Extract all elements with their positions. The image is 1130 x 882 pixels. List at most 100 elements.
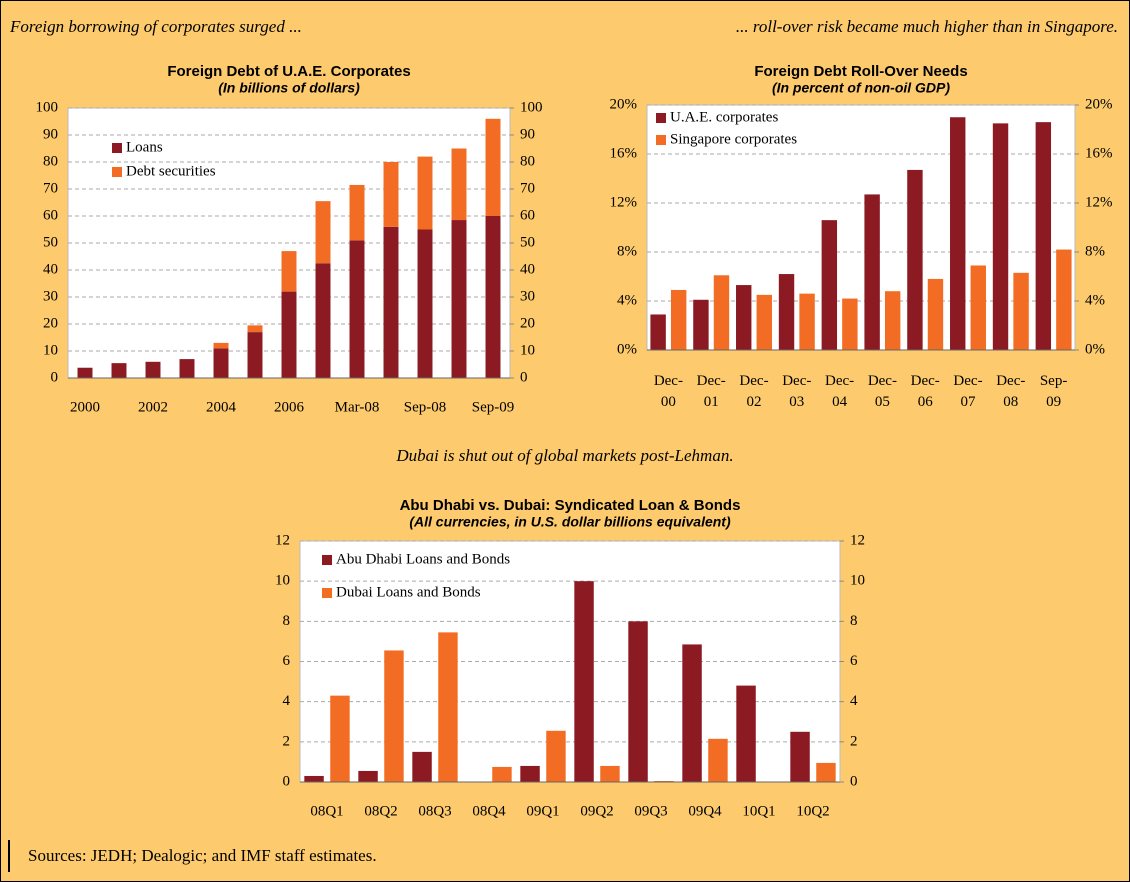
bar-segment <box>417 229 433 378</box>
bar <box>546 730 566 782</box>
chart-title: Foreign Debt of U.A.E. Corporates <box>167 63 410 80</box>
y2-tick-label: 0 <box>850 773 858 789</box>
x-tick-label: Dec-06 <box>911 373 940 410</box>
bar <box>358 770 378 782</box>
bar-segment <box>213 348 229 378</box>
bar-segment <box>315 201 331 264</box>
y-tick-label: 40 <box>43 261 58 277</box>
y2-tick-label: 8% <box>1085 243 1105 259</box>
x-tick-label: 09Q3 <box>634 803 667 819</box>
chart-title: Abu Dhabi vs. Dubai: Syndicated Loan & B… <box>400 497 741 514</box>
y-tick-label: 50 <box>43 234 58 250</box>
bar <box>438 632 458 782</box>
bar-segment <box>281 251 297 292</box>
legend-swatch <box>656 135 666 145</box>
x-tick-label: Dec-01 <box>697 373 726 410</box>
y2-tick-label: 80 <box>520 153 535 169</box>
bar <box>1056 249 1072 350</box>
x-tick-label: Sep-08 <box>404 399 447 415</box>
chart-subtitle: (In billions of dollars) <box>218 80 360 96</box>
bar <box>778 274 795 350</box>
y2-tick-label: 6 <box>850 653 858 669</box>
bar <box>713 275 730 350</box>
y-tick-label: 6 <box>283 653 291 669</box>
bar <box>654 780 674 782</box>
y2-tick-label: 4% <box>1085 292 1105 308</box>
y-tick-label: 0% <box>617 341 637 357</box>
bar <box>736 285 752 350</box>
x-tick-label: Dec-04 <box>825 373 854 410</box>
heading: Dubai is shut out of global markets post… <box>395 446 733 465</box>
x-tick-label: 09Q1 <box>526 803 559 819</box>
x-tick-label: 09Q2 <box>580 803 613 819</box>
legend-swatch <box>322 588 332 598</box>
legend-label: Debt securities <box>126 163 216 179</box>
bar <box>412 751 432 782</box>
bar <box>842 298 858 350</box>
bar-segment <box>349 184 365 241</box>
x-tick-label: Dec-00 <box>654 373 683 410</box>
bar <box>330 695 350 782</box>
x-tick-label: Mar-08 <box>335 399 380 415</box>
x-tick-label: Dec-07 <box>953 373 982 410</box>
y2-tick-label: 10 <box>850 573 865 589</box>
y-tick-label: 90 <box>43 126 58 142</box>
legend-swatch <box>112 143 122 153</box>
y2-tick-label: 12 <box>850 532 865 548</box>
source: Sources: JEDH; Dealogic; and IMF staff e… <box>28 846 377 865</box>
y-tick-label: 60 <box>43 207 58 223</box>
y2-tick-label: 20% <box>1085 96 1113 112</box>
bar-segment <box>485 118 501 216</box>
y2-tick-label: 100 <box>520 99 543 115</box>
bar-segment <box>315 263 331 378</box>
legend-label: Singapore corporates <box>670 131 797 147</box>
bar <box>970 265 986 350</box>
y-tick-label: 70 <box>43 180 58 196</box>
y2-tick-label: 90 <box>520 126 535 142</box>
x-tick-label: 2002 <box>138 399 168 415</box>
legend-label: Loans <box>126 139 163 155</box>
x-tick-label: 2004 <box>206 399 237 415</box>
bar <box>884 291 901 350</box>
y-tick-label: 0 <box>51 369 59 385</box>
bar <box>670 289 687 350</box>
x-tick-label: 2000 <box>70 399 100 415</box>
y-tick-label: 80 <box>43 153 58 169</box>
bar-segment <box>349 240 365 378</box>
bar <box>1035 122 1052 351</box>
y2-tick-label: 60 <box>520 207 535 223</box>
bar <box>992 123 1009 350</box>
y-tick-label: 20 <box>43 315 58 331</box>
bar-segment <box>383 162 399 227</box>
bar-segment <box>145 361 161 378</box>
bar-segment <box>383 226 399 378</box>
x-tick-label: 2006 <box>274 399 305 415</box>
bar <box>693 299 709 350</box>
bar-segment <box>213 342 229 349</box>
y-tick-label: 16% <box>610 145 638 161</box>
bar <box>821 220 838 350</box>
chart-subtitle: (All currencies, in U.S. dollar billions… <box>409 514 731 530</box>
bar-segment <box>451 148 467 221</box>
legend-swatch <box>322 555 332 565</box>
bar <box>816 762 836 782</box>
bar <box>790 731 810 782</box>
y2-tick-label: 4 <box>850 693 858 709</box>
heading: Foreign borrowing of corporates surged .… <box>9 17 302 36</box>
y-tick-label: 30 <box>43 288 58 304</box>
y-tick-label: 8 <box>283 613 291 629</box>
y-tick-label: 4% <box>617 292 637 308</box>
bar-segment <box>179 359 195 378</box>
y-tick-label: 2 <box>283 733 291 749</box>
y2-tick-label: 12% <box>1085 194 1113 210</box>
bar-segment <box>111 363 127 378</box>
x-tick-label: 08Q2 <box>364 803 397 819</box>
y-tick-label: 10 <box>43 342 58 358</box>
bar <box>907 169 923 350</box>
y-tick-label: 100 <box>36 99 59 115</box>
x-tick-label: 08Q4 <box>472 803 506 819</box>
bar <box>520 765 540 782</box>
x-tick-label: Dec-02 <box>739 373 768 410</box>
legend-label: Dubai Loans and Bonds <box>336 584 481 600</box>
